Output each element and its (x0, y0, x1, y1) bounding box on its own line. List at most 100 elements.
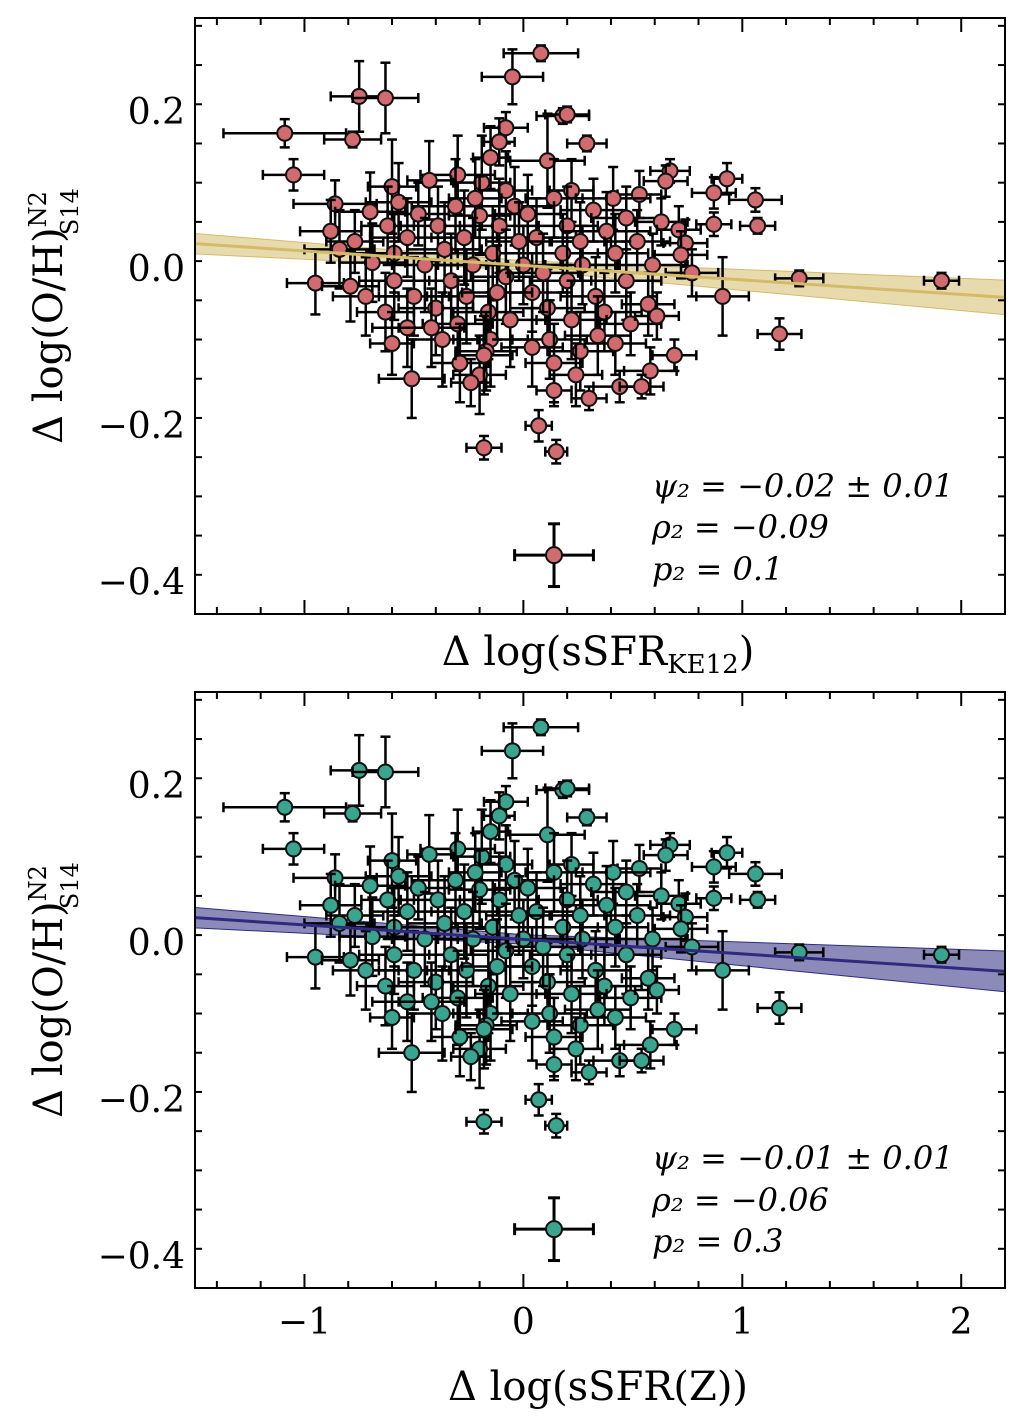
bottom-marker-10 (490, 807, 508, 825)
bottom-marker-68 (341, 951, 359, 969)
bottom-marker-17 (657, 846, 675, 864)
bottom-marker-115 (580, 1063, 598, 1081)
bottom-point-100 (756, 991, 803, 1025)
top-point-82 (695, 255, 751, 337)
top-point-5 (544, 105, 591, 124)
bottom-point-94 (633, 965, 681, 1015)
bottom-marker-23 (630, 859, 648, 877)
top-marker-115 (580, 389, 598, 407)
bottom-point-120 (447, 831, 503, 913)
top-point-8 (322, 130, 383, 149)
top-marker-110 (567, 366, 585, 384)
bottom-point-119 (544, 1112, 569, 1139)
top-fit-line (195, 242, 1005, 299)
top-error-example (513, 522, 595, 589)
top-marker-107 (641, 362, 659, 380)
bottom-marker-12 (538, 826, 556, 844)
top-marker-47 (598, 222, 616, 240)
top-marker-77 (357, 287, 375, 305)
bottom-ytick-label: −0.2 (98, 1080, 185, 1121)
bottom-marker-87 (595, 977, 613, 995)
top-point-125 (397, 287, 466, 369)
bottom-point-33 (333, 845, 407, 927)
top-marker-120 (466, 189, 484, 207)
top-marker-125 (422, 319, 440, 337)
bottom-marker-24 (705, 858, 723, 876)
top-point-66 (616, 232, 689, 298)
top-ytick-label: −0.2 (98, 406, 185, 447)
bottom-marker-63 (464, 930, 482, 948)
top-marker-118 (475, 439, 493, 457)
bottom-point-24 (690, 849, 737, 884)
bottom-point-39 (298, 872, 363, 938)
top-marker-76 (933, 272, 951, 290)
top-marker-126 (606, 334, 624, 352)
top-marker-70 (442, 272, 460, 290)
top-point-116 (454, 314, 514, 396)
bottom-error-example (513, 1196, 595, 1263)
bottom-point-16 (710, 835, 744, 870)
top-marker-50 (455, 229, 473, 247)
top-marker-17 (657, 172, 675, 190)
top-point-0 (502, 44, 580, 63)
bottom-panel: 0.2 0.0 −0.2 −0.4 −1 0 1 2 ψ₂ = −0.01 ± 0.01 ρ… (24, 691, 1006, 1410)
bottom-marker-108 (403, 1044, 421, 1062)
top-marker-10 (490, 133, 508, 151)
bottom-point-117 (524, 1082, 554, 1117)
top-point-108 (377, 338, 446, 420)
bottom-marker-7 (276, 798, 294, 816)
top-marker-11 (482, 149, 500, 167)
top-marker-16 (718, 170, 736, 188)
top-annotation-rho: ρ₂ = −0.09 (651, 508, 829, 546)
top-point-44 (738, 216, 777, 235)
top-marker-34 (409, 205, 427, 223)
bottom-marker-106 (545, 1028, 563, 1046)
bottom-xtick-label: 1 (731, 1302, 754, 1343)
top-marker-116 (475, 346, 493, 364)
bottom-y-axis-label: Δ log(O/H)N2 S14 (24, 862, 84, 1118)
top-marker-44 (749, 217, 767, 235)
bottom-marker-49 (398, 903, 416, 921)
top-axes-frame (194, 17, 1006, 615)
bottom-marker-56 (436, 914, 454, 932)
top-marker-113 (633, 378, 651, 396)
top-point-7 (222, 117, 348, 149)
bottom-ytick-label: −0.4 (98, 1237, 185, 1278)
top-point-48 (325, 208, 385, 275)
bottom-point-5 (544, 779, 591, 798)
bottom-marker-104 (665, 1020, 683, 1038)
bottom-marker-5 (558, 779, 576, 797)
top-marker-29 (390, 193, 408, 211)
top-marker-114 (545, 382, 563, 399)
top-point-59 (581, 212, 650, 294)
top-marker-66 (644, 256, 662, 274)
top-marker-8 (344, 131, 362, 149)
top-point-1 (480, 48, 545, 106)
top-marker-91 (501, 311, 519, 329)
bottom-marker-92 (563, 985, 581, 1003)
bottom-point-113 (618, 1047, 665, 1074)
top-point-92 (535, 279, 608, 361)
bottom-point-83 (355, 945, 416, 1027)
top-point-68 (320, 249, 381, 323)
top-point-9 (565, 134, 608, 153)
top-marker-2 (350, 87, 368, 105)
bottom-marker-0 (532, 718, 550, 736)
top-marker-106 (545, 354, 563, 372)
bottom-marker-123 (488, 957, 506, 975)
top-marker-3 (376, 89, 394, 107)
bottom-point-125 (397, 961, 466, 1043)
top-marker-49 (398, 229, 416, 247)
bottom-point-11 (471, 798, 510, 865)
top-marker-60 (672, 246, 690, 264)
bottom-point-7 (222, 791, 348, 823)
bottom-marker-9 (578, 808, 596, 826)
top-point-117 (524, 408, 554, 443)
bottom-marker-8 (344, 805, 362, 823)
top-marker-82 (714, 287, 732, 305)
bottom-point-45 (695, 885, 733, 912)
bottom-marker-121 (510, 907, 528, 924)
bottom-point-29 (364, 835, 433, 917)
bottom-point-68 (320, 923, 381, 997)
